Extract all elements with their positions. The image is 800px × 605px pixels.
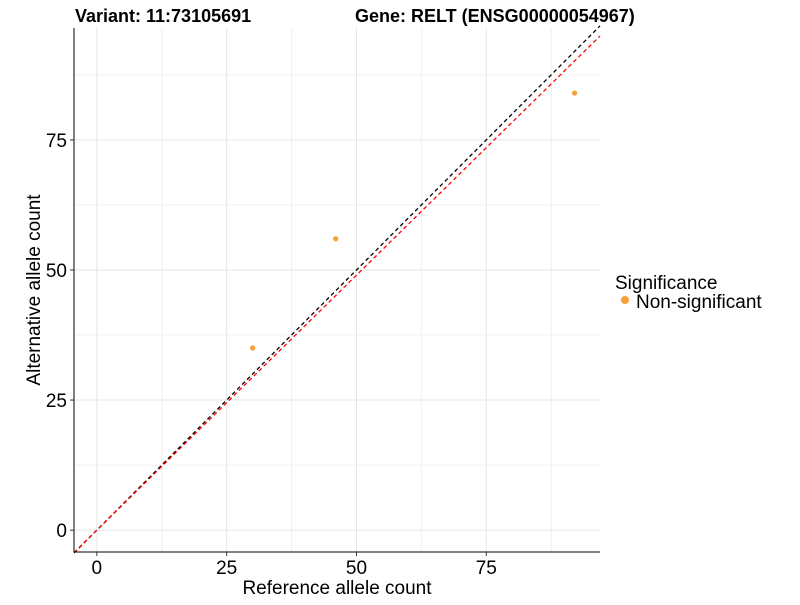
x-tick-label: 75 xyxy=(476,558,497,579)
y-tick-label: 0 xyxy=(56,521,67,542)
title-variant: Variant: 11:73105691 xyxy=(75,6,251,26)
y-tick-label: 25 xyxy=(46,391,67,412)
reference-line-identity xyxy=(73,25,601,554)
points xyxy=(250,90,578,351)
legend-label-non-significant: Non-significant xyxy=(636,292,762,313)
y-axis-label: Alternative allele count xyxy=(24,194,45,386)
y-tick-label: 75 xyxy=(46,131,67,152)
x-tick-label: 50 xyxy=(346,558,367,579)
grid xyxy=(74,28,600,552)
legend-title: Significance xyxy=(615,273,717,294)
x-tick-label: 0 xyxy=(92,558,103,579)
title-gene: Gene: RELT (ENSG00000054967) xyxy=(355,6,635,26)
x-axis-label: Reference allele count xyxy=(242,578,432,599)
data-point xyxy=(571,90,578,96)
y-tick-label: 50 xyxy=(46,261,67,282)
legend-marker-non-significant xyxy=(621,296,629,304)
data-point xyxy=(333,236,339,242)
ticks: 0 25 50 75 0 25 50 75 xyxy=(46,131,497,579)
reference-lines xyxy=(73,25,601,554)
data-point xyxy=(250,345,256,351)
reference-line-fit xyxy=(73,35,601,554)
x-tick-label: 25 xyxy=(216,558,237,579)
